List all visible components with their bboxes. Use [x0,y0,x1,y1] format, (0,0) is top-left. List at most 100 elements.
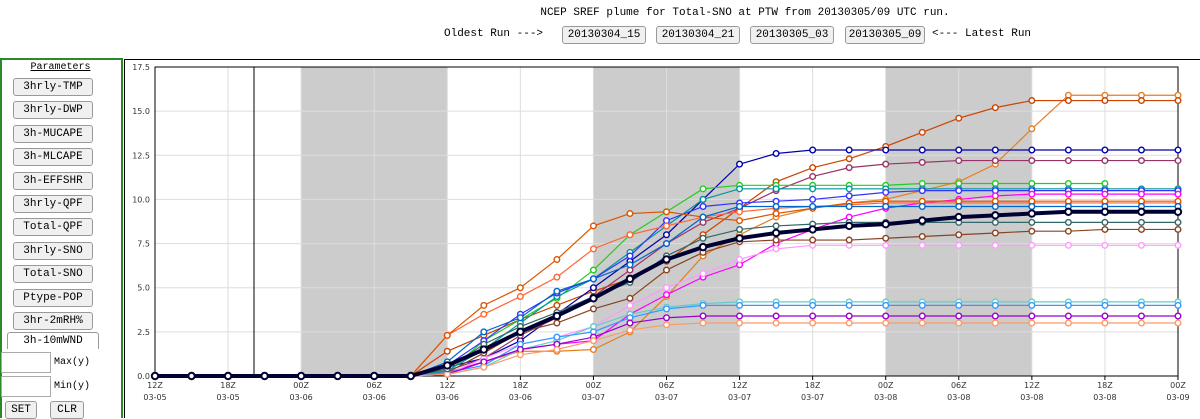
point [1029,303,1035,309]
x-tick-hour: 00Z [878,381,894,390]
point [591,347,597,353]
point [919,243,925,249]
point [1175,220,1181,226]
point [481,364,487,370]
point [1139,303,1145,309]
x-tick-date: 03-06 [363,393,386,402]
point [481,329,487,335]
point [1066,158,1072,164]
point [956,214,962,220]
point [444,333,450,339]
point [883,204,889,210]
point [773,204,779,210]
x-tick-date: 03-07 [582,393,605,402]
point [956,158,962,164]
point [883,320,889,326]
point [554,320,560,326]
point [518,285,524,291]
x-tick-date: 03-05 [216,393,239,402]
y-tick-label: 0.0 [137,372,150,381]
point [554,303,560,309]
point [993,147,999,153]
point [810,320,816,326]
point [810,197,816,203]
y-tick-label: 15.0 [132,107,150,116]
x-tick-date: 03-07 [728,393,751,402]
point [1175,158,1181,164]
point [1029,191,1035,197]
point [846,186,852,192]
point [554,347,560,353]
point [554,313,560,319]
y-tick-label: 2.5 [137,328,150,337]
point [1066,313,1072,319]
point [1139,191,1145,197]
point [737,204,743,210]
y-tick-label: 10.0 [132,195,150,204]
point [737,218,743,224]
point [773,303,779,309]
point [518,294,524,300]
point [700,214,706,220]
point [1029,313,1035,319]
point [1139,158,1145,164]
point [591,246,597,252]
point [1029,126,1035,132]
point [956,303,962,309]
point [1175,98,1181,104]
point [554,334,560,340]
point [700,313,706,319]
point [1175,303,1181,309]
point [1029,204,1035,210]
point [700,235,706,241]
point [1102,98,1108,104]
point [700,320,706,326]
point [993,230,999,236]
point [956,115,962,121]
x-tick-hour: 12Z [1024,381,1040,390]
point [591,276,597,282]
point [919,188,925,194]
point [664,223,670,229]
point [919,320,925,326]
point [663,256,669,262]
point [992,212,998,218]
point [481,311,487,317]
point [664,232,670,238]
point [919,147,925,153]
point [737,313,743,319]
x-tick-hour: 00Z [1170,381,1186,390]
point [664,322,670,328]
point [1066,303,1072,309]
point [1066,98,1072,104]
point [773,246,779,252]
point [919,130,925,136]
point [444,348,450,354]
point [736,235,742,241]
point [956,243,962,249]
point [810,165,816,171]
point [481,303,487,309]
point [627,262,633,268]
point [1066,191,1072,197]
point [1066,320,1072,326]
point [700,186,706,192]
point [517,329,523,335]
point [554,288,560,294]
point [591,285,597,291]
x-tick-date: 03-05 [143,393,166,402]
point [1138,209,1144,215]
y-tick-label: 5.0 [137,284,150,293]
point [554,274,560,280]
x-tick-hour: 18Z [220,381,236,390]
point [1175,243,1181,249]
point [773,151,779,157]
point [737,320,743,326]
point [956,320,962,326]
point [1066,147,1072,153]
point [810,313,816,319]
y-tick-label: 12.5 [132,151,150,160]
point [1102,191,1108,197]
point [846,156,852,162]
